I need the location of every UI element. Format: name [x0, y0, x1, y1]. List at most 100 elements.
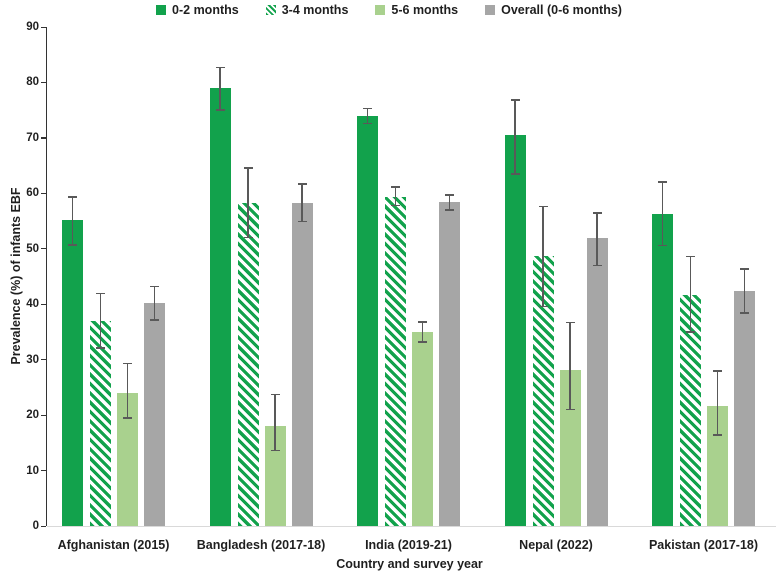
x-category-label: India (2019-21) [365, 538, 452, 552]
bar-5-6-months-india-2019-21 [412, 331, 433, 526]
error-bar-cap [713, 434, 722, 436]
y-axis-tick [41, 470, 46, 472]
bar-overall-0-6-months-bangladesh-2017-18 [291, 203, 313, 526]
x-category-label: Pakistan (2017-18) [648, 538, 759, 552]
y-axis-tick [41, 26, 46, 28]
y-axis-tick [41, 303, 46, 305]
bar-overall-0-6-months-pakistan-2017-18 [734, 291, 755, 526]
x-axis-title: Country and survey year [336, 557, 483, 571]
legend-marker-5-6-months [375, 5, 386, 15]
error-bar-cap [686, 331, 695, 333]
error-bar-cap [123, 417, 132, 419]
y-axis-tick [41, 137, 46, 139]
error-bar-5-6-months-pakistan-2017-18 [716, 370, 719, 436]
bar-3-4-months-afghanistan-2015 [90, 321, 111, 526]
error-bar-cap [445, 194, 454, 196]
y-axis-tick [41, 81, 46, 84]
error-bar-cap [96, 292, 105, 295]
y-axis-tick [41, 525, 46, 527]
error-bar-overall-0-6-months-pakistan-2017-18 [743, 268, 746, 314]
error-bar-overall-0-6-months-nepal-2022 [596, 212, 598, 266]
error-bar-3-4-months-india-2019-21 [394, 187, 397, 206]
x-category-label: Nepal (2022) [519, 538, 593, 552]
y-tick-label: 30 [26, 353, 39, 366]
bar-3-4-months-nepal-2022 [532, 256, 554, 526]
error-bar-cap [297, 220, 307, 223]
legend-marker-3-4-months [265, 5, 276, 15]
x-axis-line [47, 526, 776, 527]
error-bar-0-2-months-pakistan-2017-18 [661, 182, 664, 246]
bar-3-4-months-india-2019-21 [385, 196, 406, 526]
legend-item-0-2-months: 0-2 months [156, 3, 239, 17]
x-category-label: Bangladesh (2017-18) [196, 538, 326, 552]
y-tick-label: 0 [32, 520, 39, 532]
error-bar-3-4-months-nepal-2022 [542, 206, 544, 307]
error-bar-5-6-months-afghanistan-2015 [126, 363, 129, 418]
error-bar-cap [713, 369, 722, 372]
bar-0-2-months-afghanistan-2015 [62, 219, 83, 526]
error-bar-3-4-months-afghanistan-2015 [99, 293, 102, 349]
error-bar-cap [538, 305, 548, 308]
error-bar-cap [150, 285, 159, 288]
error-bar-0-2-months-afghanistan-2015 [71, 197, 74, 245]
y-axis-tick [41, 359, 46, 361]
y-axis-tick [41, 248, 46, 250]
y-tick-label: 20 [26, 409, 39, 422]
error-bar-cap [297, 183, 307, 185]
error-bar-5-6-months-india-2019-21 [421, 321, 424, 342]
error-bar-cap [510, 99, 520, 101]
error-bar-0-2-months-bangladesh-2017-18 [219, 67, 221, 111]
error-bar-cap [363, 122, 372, 125]
bar-overall-0-6-months-india-2019-21 [439, 201, 460, 526]
error-bar-cap [68, 244, 77, 246]
y-axis-tick [41, 192, 46, 195]
error-bar-cap [510, 173, 520, 175]
error-bar-cap [592, 264, 602, 267]
error-bar-cap [565, 321, 575, 324]
error-bar-0-2-months-nepal-2022 [514, 100, 516, 174]
plot-area [41, 26, 776, 527]
bar-0-2-months-pakistan-2017-18 [652, 213, 673, 526]
legend-label: Overall (0-6 months) [501, 3, 622, 17]
error-bar-cap [592, 211, 602, 214]
error-bar-cap [418, 321, 427, 323]
legend-marker-overall-0-6-months [485, 5, 496, 15]
bar-5-6-months-afghanistan-2015 [117, 392, 138, 526]
y-tick-label: 80 [26, 76, 39, 89]
legend-item-3-4-months: 3-4 months [265, 3, 348, 17]
bar-5-6-months-bangladesh-2017-18 [264, 426, 286, 526]
bar-5-6-months-pakistan-2017-18 [707, 405, 728, 526]
y-axis-tick [41, 414, 46, 416]
error-bar-3-4-months-bangladesh-2017-18 [247, 167, 249, 238]
bar-5-6-months-nepal-2022 [559, 369, 581, 526]
legend-item-5-6-months: 5-6 months [375, 3, 458, 17]
y-tick-label: 60 [26, 187, 39, 200]
error-bar-5-6-months-nepal-2022 [569, 322, 571, 410]
legend-label: 0-2 months [172, 3, 239, 17]
error-bar-cap [658, 181, 667, 184]
y-tick-label: 40 [26, 298, 39, 311]
y-tick-label: 70 [26, 131, 39, 144]
bar-overall-0-6-months-nepal-2022 [586, 238, 608, 526]
error-bar-0-2-months-india-2019-21 [366, 108, 369, 124]
chart-legend: 0-2 months 3-4 months 5-6 months Overall (0… [0, 3, 778, 17]
error-bar-cap [445, 209, 454, 211]
legend-label: 5-6 months [391, 3, 459, 17]
y-axis-line [46, 27, 48, 526]
error-bar-cap [418, 341, 427, 343]
y-tick-label: 50 [26, 242, 39, 255]
error-bar-cap [391, 204, 400, 207]
error-bar-cap [686, 255, 695, 258]
legend-marker-0-2-months [156, 5, 167, 15]
error-bar-cap [150, 318, 159, 321]
legend-item-overall-0-6-months: Overall (0-6 months) [485, 3, 622, 17]
error-bar-cap [243, 236, 253, 239]
error-bar-cap [243, 167, 253, 169]
error-bar-overall-0-6-months-india-2019-21 [448, 194, 451, 210]
error-bar-cap [96, 347, 105, 349]
error-bar-3-4-months-pakistan-2017-18 [689, 256, 692, 332]
error-bar-cap [740, 312, 749, 314]
bar-3-4-months-pakistan-2017-18 [680, 294, 701, 526]
y-axis-title: Prevalence (%) of infants EBF [9, 187, 23, 365]
